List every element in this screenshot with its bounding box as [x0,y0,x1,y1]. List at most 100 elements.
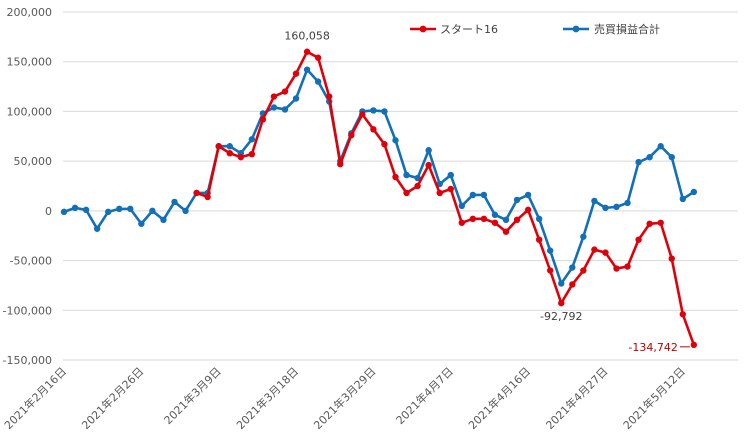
data-point [602,204,609,212]
data-point [370,126,377,133]
y-tick-label: 150,000 [7,56,53,69]
data-point [635,158,642,166]
data-point [679,311,686,318]
data-point [370,107,377,114]
data-point [226,149,233,157]
legend-marker [419,25,427,33]
x-tick-label: 2021年2月16日 [1,364,69,432]
data-point [60,208,68,216]
data-point [182,207,189,215]
series-line [63,68,695,285]
data-point [314,78,322,85]
data-point [237,153,244,161]
data-point [547,267,554,274]
data-annotations: 160,058 -92,792 -134,742 [284,30,690,354]
data-point [292,95,300,102]
legend-marker [572,25,580,33]
data-point [646,153,653,161]
data-point [381,108,388,115]
data-point [502,216,510,224]
data-point [635,236,642,243]
data-point [591,197,598,205]
data-point [303,48,311,55]
y-axis-tick-labels: 200,000 150,000 100,000 50,000 0 -50,000 -100,… [3,6,52,367]
gridlines [63,11,738,361]
y-tick-label: -100,000 [3,304,52,317]
data-point [292,70,300,77]
data-point [580,267,587,274]
series-0 [193,48,698,349]
y-tick-label: 100,000 [7,105,53,118]
data-point [348,132,355,139]
data-point [569,264,576,271]
data-point [204,193,211,201]
data-point [458,202,465,210]
data-point [281,106,289,113]
data-point [82,206,90,214]
y-tick-label: 200,000 [7,6,53,19]
x-tick-label: 2021年4月16日 [465,364,533,432]
legend-label: スタート16 [440,23,498,36]
data-point [259,116,267,123]
x-tick-label: 2021年4月27日 [543,364,611,432]
data-label: -92,792 [540,310,582,323]
data-point [436,189,443,197]
legend: スタート16 売買損益合計 [410,22,660,36]
x-tick-label: 2021年2月26日 [79,364,147,432]
data-point [403,171,410,179]
data-point [359,111,366,118]
data-point [602,249,609,256]
legend-item-1: 売買損益合計 [563,22,660,36]
data-point [337,160,344,168]
data-point [116,205,123,213]
data-point [425,147,432,154]
data-point [392,173,399,181]
data-point [491,219,499,226]
data-point [535,236,543,243]
data-point [535,215,543,223]
data-point [392,137,399,144]
data-point [270,104,278,111]
data-point [215,143,222,150]
data-point [425,161,432,169]
data-point [248,150,256,158]
data-point [171,198,178,206]
data-point [580,233,587,240]
data-point [381,141,388,148]
legend-item-0: スタート16 [410,23,498,36]
data-point [646,220,653,227]
y-tick-label: -50,000 [10,255,52,268]
data-label: -134,742 [628,341,677,354]
data-point [447,185,454,193]
y-tick-label: 50,000 [14,155,53,168]
data-point [469,215,477,223]
data-point [138,220,145,227]
legend-label: 売買損益合計 [594,22,660,36]
data-point [668,255,675,262]
x-axis-tick-labels: 2021年2月16日 2021年2月26日 2021年3月9日 2021年3月18日 2… [1,364,688,432]
data-point [447,171,454,179]
x-tick-label: 2021年3月29日 [311,364,379,432]
data-point [480,191,488,199]
data-point [558,280,565,287]
data-point [149,207,156,215]
data-point [314,54,322,61]
data-point [160,216,167,224]
data-point [524,191,532,199]
x-tick-label: 2021年4月7日 [393,364,456,427]
data-point [679,195,686,203]
data-point [491,211,499,219]
data-point [591,246,598,253]
y-tick-label: -150,000 [3,354,52,367]
data-point [569,281,576,288]
data-point [547,247,554,254]
data-point [513,196,521,204]
data-point [480,215,488,223]
data-point [502,228,510,235]
series-1 [60,66,698,287]
x-tick-label: 2021年3月9日 [161,364,224,427]
data-point [248,136,256,143]
data-point [193,189,200,197]
